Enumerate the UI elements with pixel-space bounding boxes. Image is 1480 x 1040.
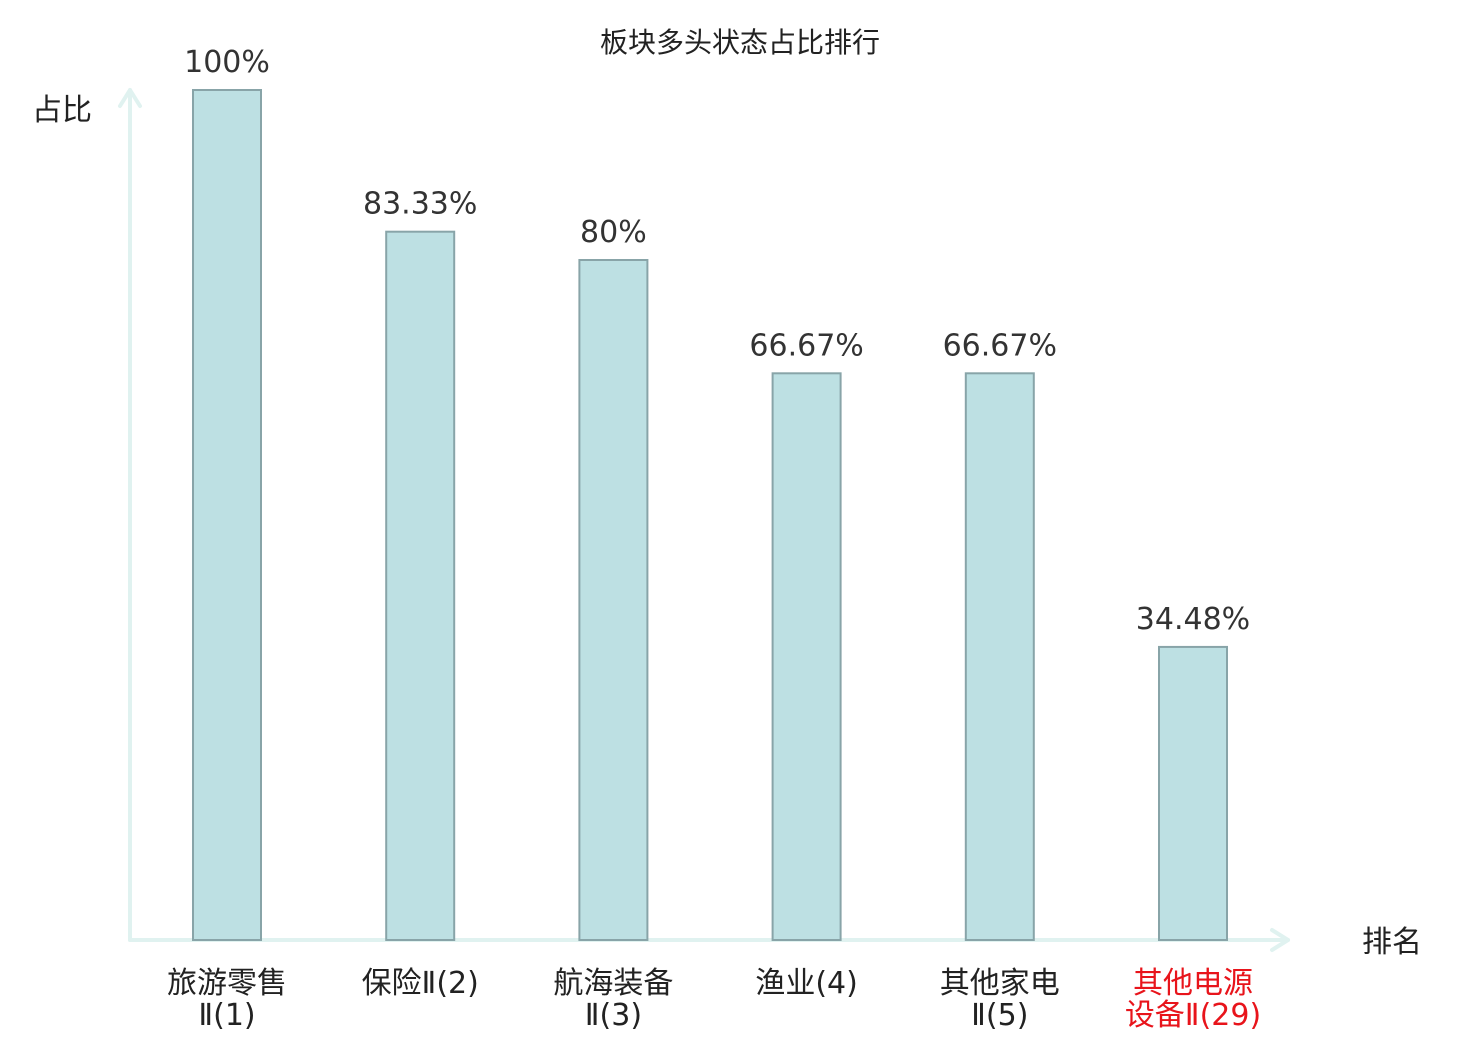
category-label: 保险Ⅱ(2) [362, 966, 479, 1001]
bar-value-label: 83.33% [363, 187, 477, 222]
category-label-line: 旅游零售 [167, 966, 287, 1001]
bar-value-label: 100% [184, 45, 270, 80]
axes [118, 88, 1290, 952]
category-label: 航海装备 Ⅱ(3) [553, 966, 673, 1033]
category-label-line: 航海装备 [553, 966, 673, 1001]
category-label-line: 保险Ⅱ(2) [362, 966, 479, 1001]
category-label-line: Ⅱ(5) [971, 998, 1028, 1033]
x-axis-label: 排名 [1362, 925, 1422, 960]
y-axis-arrow [118, 88, 142, 108]
category-label-line: 其他家电 [940, 966, 1060, 1001]
category-label-line: 渔业(4) [755, 966, 858, 1001]
category-label-line: 设备Ⅱ(29) [1125, 998, 1261, 1033]
category-label-line: 其他电源 [1133, 966, 1253, 1001]
category-label: 其他家电 Ⅱ(5) [940, 966, 1060, 1033]
bar [385, 230, 456, 941]
chart-title: 板块多头状态占比排行 [600, 26, 880, 59]
category-label-line: Ⅱ(3) [585, 998, 642, 1033]
x-axis-arrow [1270, 928, 1290, 952]
value-labels-group: 100% 83.33% 80% 66.67% 66.67% 34.48% [184, 45, 1250, 637]
bar [771, 372, 842, 941]
bar [964, 372, 1035, 941]
category-label-line: Ⅱ(1) [198, 998, 255, 1033]
category-label: 渔业(4) [755, 966, 858, 1001]
category-labels-group: 旅游零售 Ⅱ(1) 保险Ⅱ(2) 航海装备 Ⅱ(3) 渔业(4) 其他家电 Ⅱ(5) 其他电源设… [167, 966, 1261, 1033]
y-axis-label: 占比 [32, 93, 92, 128]
bar-value-label: 80% [580, 215, 647, 250]
bar-value-label: 66.67% [943, 328, 1057, 363]
bar-value-label: 66.67% [749, 328, 863, 363]
category-label: 旅游零售 Ⅱ(1) [167, 966, 287, 1033]
bar [1158, 645, 1228, 941]
bars-group [192, 89, 1228, 941]
bar-value-label: 34.48% [1136, 602, 1250, 637]
category-label-highlighted: 其他电源设备Ⅱ(29) [1125, 966, 1261, 1033]
bar [578, 259, 649, 941]
bar [192, 89, 262, 941]
